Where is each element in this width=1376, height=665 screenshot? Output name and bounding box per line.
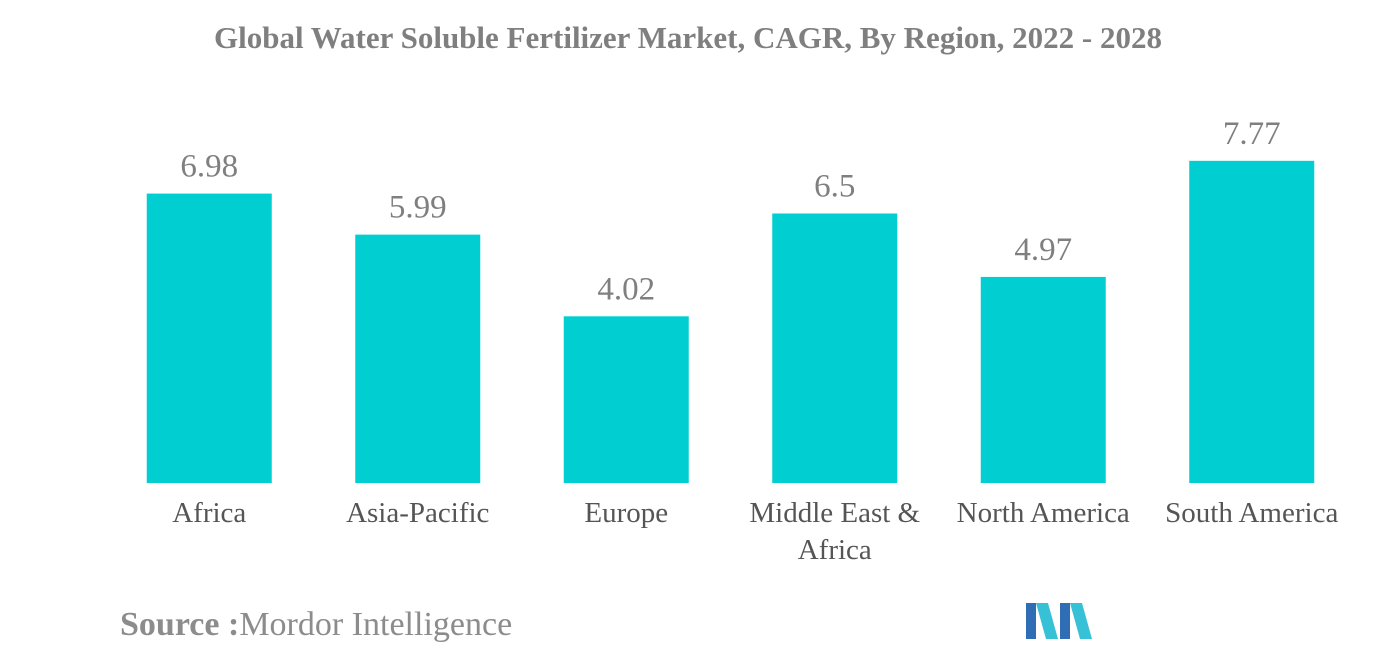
source-note: Source :Mordor Intelligence xyxy=(120,606,512,644)
source-text: Mordor Intelligence xyxy=(239,606,513,643)
bar-africa xyxy=(146,193,272,483)
bar-chart: 6.98 Africa 5.99 Asia-Pacific 4.02 Europe 6.5 M… xyxy=(146,116,1338,566)
data-label: 6.5 xyxy=(814,168,855,204)
chart-title: Global Water Soluble Fertilizer Market, … xyxy=(214,20,1162,55)
data-label: 4.02 xyxy=(597,271,655,307)
source-label: Source : xyxy=(120,606,240,643)
mordor-intelligence-logo-icon xyxy=(1026,603,1092,639)
bar-europe xyxy=(563,316,689,483)
x-tick-label: Asia-Pacific xyxy=(346,497,489,529)
x-tick-label: Africa xyxy=(172,497,246,529)
x-tick-label: South America xyxy=(1165,497,1338,529)
x-tick-label: Europe xyxy=(584,497,668,529)
data-label: 7.77 xyxy=(1223,116,1281,152)
bar-south-america xyxy=(1189,160,1315,483)
bar-middle-east-africa xyxy=(772,213,898,484)
data-label: 5.99 xyxy=(389,190,447,226)
bar-asia-pacific xyxy=(355,234,481,483)
x-tick-label: North America xyxy=(957,497,1130,529)
bar-north-america xyxy=(980,276,1106,483)
data-label: 6.98 xyxy=(180,149,238,185)
x-tick-label: Africa xyxy=(798,534,872,566)
data-label: 4.97 xyxy=(1014,232,1072,268)
x-tick-label: Middle East & xyxy=(749,497,920,529)
